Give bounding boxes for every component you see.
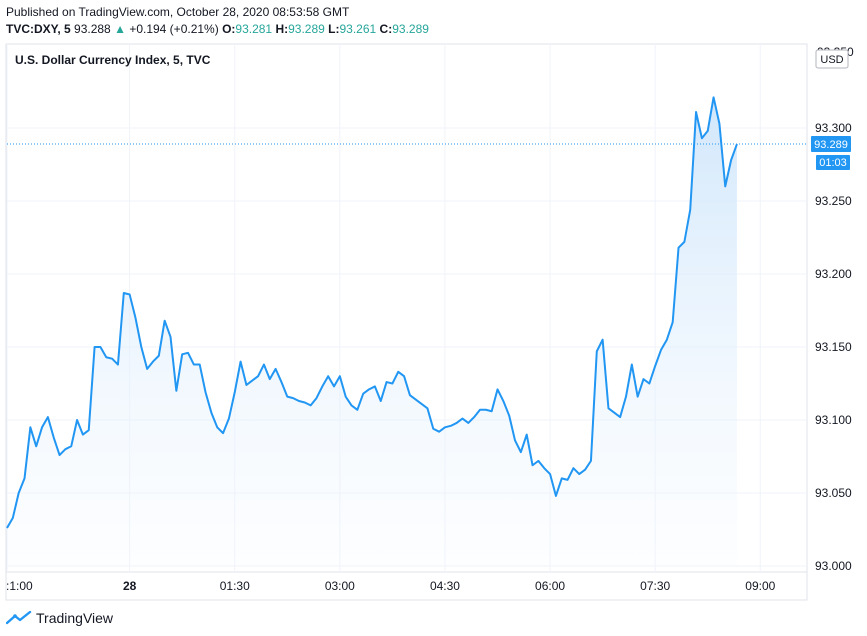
price-tick-label: 93.050 [815, 486, 852, 500]
high-value: 93.289 [288, 22, 325, 36]
currency-badge-box[interactable] [815, 49, 849, 69]
time-tick-label: 03:00 [325, 579, 355, 593]
close-label: C: [379, 22, 393, 36]
price-badge: 93.289 01:03 [811, 136, 851, 171]
symbol-label: TVC:DXY, 5 [6, 22, 71, 36]
time-tick-label: 04:30 [430, 579, 460, 593]
chart-area[interactable]: 93.000 93.050 93.100 93.150 93.200 93.250 93.3… [0, 42, 867, 602]
close-value: 93.289 [392, 22, 429, 36]
last-price: 93.288 [74, 22, 111, 36]
time-axis-ticks: :1:00 28 01:30 03:00 04:30 06:00 07:30 09:00 [6, 579, 776, 593]
time-tick-label: 09:00 [745, 579, 775, 593]
price-tick-label: 93.250 [815, 194, 852, 208]
price-tick-label: 93.150 [815, 340, 852, 354]
chart-title: U.S. Dollar Currency Index, 5, TVC [15, 53, 211, 67]
time-tick-label: 01:30 [220, 579, 250, 593]
time-tick-label: 07:30 [640, 579, 670, 593]
price-tick-label: 93.200 [815, 267, 852, 281]
countdown-badge-box [816, 155, 850, 171]
price-axis-ticks: 93.000 93.050 93.100 93.150 93.200 93.250 93.3… [815, 121, 852, 573]
change-value: +0.194 (+0.21%) [129, 22, 219, 36]
triangle-up-icon: ▲ [114, 22, 126, 36]
price-line [6, 96, 738, 529]
time-tick-label: 06:00 [535, 579, 565, 593]
countdown-label: 01:03 [819, 157, 847, 169]
low-value: 93.261 [339, 22, 377, 36]
high-label: H: [275, 22, 289, 36]
price-badge-box [811, 136, 851, 153]
open-label: O: [222, 22, 236, 36]
published-line: Published on TradingView.com, October 28… [6, 5, 350, 19]
open-value: 93.281 [235, 22, 273, 36]
price-tick-label: 93.300 [815, 121, 852, 135]
price-badge-label: 93.289 [814, 139, 848, 151]
price-area-fill [7, 97, 737, 566]
tradingview-logo-icon [6, 611, 32, 625]
time-tick-label: :1:00 [6, 579, 33, 593]
time-tick-label: 28 [123, 579, 137, 593]
quote-line: TVC:DXY, 5 93.288 ▲ +0.194 (+0.21%) O:93… [6, 22, 429, 36]
price-tick-label: 93.100 [815, 413, 852, 427]
currency-badge[interactable]: USD [820, 54, 843, 66]
footer-brand: TradingView [36, 610, 114, 626]
price-tick-label: 93.000 [815, 559, 852, 573]
footer: TradingView [6, 608, 113, 628]
price-chart[interactable]: 93.000 93.050 93.100 93.150 93.200 93.250 93.3… [0, 42, 867, 602]
low-label: L: [328, 22, 340, 36]
